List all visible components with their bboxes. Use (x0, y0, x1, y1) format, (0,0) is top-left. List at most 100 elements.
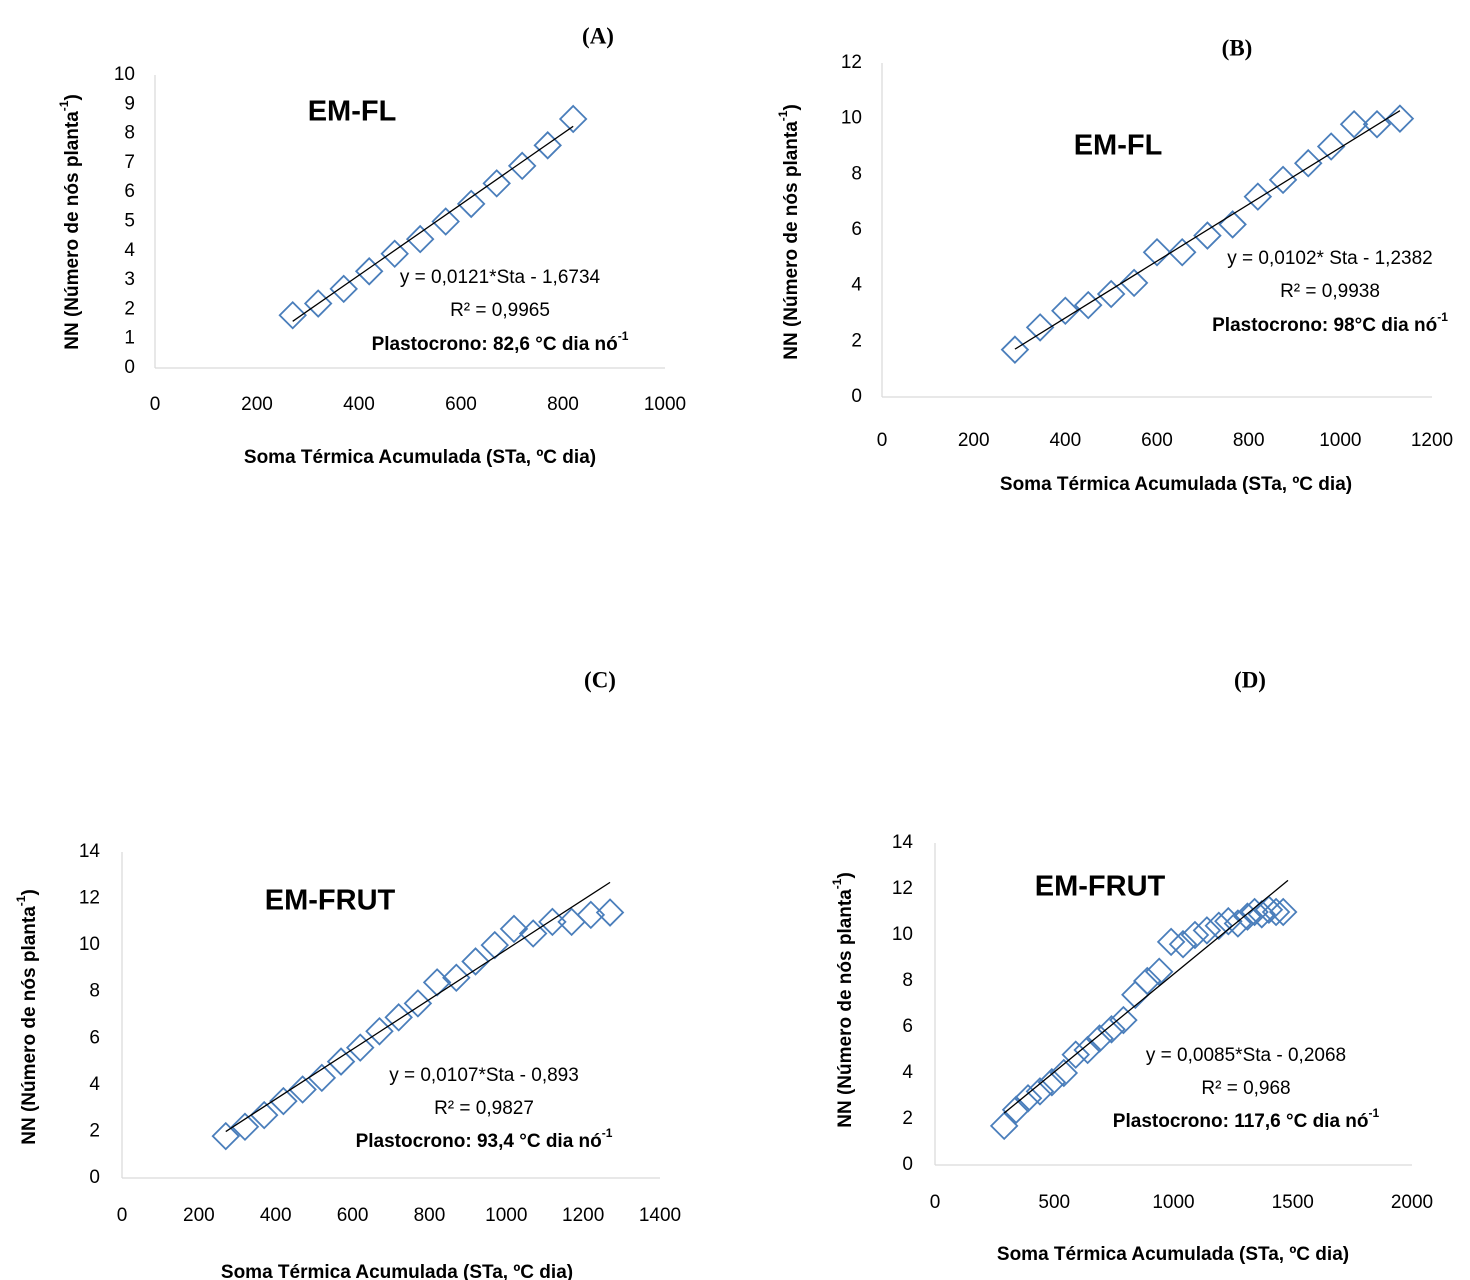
y-tick-label: 6 (851, 219, 862, 240)
y-tick-label: 8 (851, 163, 862, 184)
y-axis-title: NN (Número de nós planta-1) (830, 872, 856, 1128)
panel-label: (C) (584, 667, 616, 692)
data-point (403, 989, 433, 1018)
x-tick-label: 0 (117, 1205, 128, 1226)
x-tick-label: 400 (343, 394, 375, 415)
data-point (1119, 268, 1149, 298)
y-tick-label: 8 (902, 970, 913, 991)
y-tick-label: 14 (892, 832, 914, 853)
trendline (1014, 110, 1401, 350)
y-axis-title: NN (Número de nós planta-1) (57, 94, 83, 350)
y-tick-label: 12 (841, 52, 862, 73)
data-point (1085, 1024, 1114, 1053)
trendline (225, 881, 611, 1133)
trendline (1003, 879, 1289, 1114)
x-tick-label: 2000 (1391, 1192, 1433, 1213)
x-tick-label: 1000 (1152, 1192, 1194, 1213)
x-tick-label: 0 (930, 1192, 941, 1213)
data-point (1013, 1084, 1043, 1113)
data-point (1167, 237, 1197, 267)
data-point (384, 1003, 413, 1032)
x-tick-label: 800 (414, 1205, 446, 1226)
plastocrono-label: Plastocrono: 82,6 °C dia nó-1 (372, 329, 629, 355)
x-axis-title: Soma Térmica Acumulada (STa, ºC dia) (997, 1244, 1349, 1265)
data-point (1385, 104, 1415, 133)
plastocrono-label: Plastocrono: 93,4 °C dia nó-1 (356, 1126, 613, 1152)
y-tick-label: 4 (124, 240, 135, 261)
x-tick-label: 1500 (1272, 1192, 1314, 1213)
y-tick-label: 1 (124, 328, 135, 349)
panel-label: (B) (1222, 35, 1253, 60)
x-tick-label: 1400 (639, 1205, 681, 1226)
data-point (1168, 929, 1198, 959)
data-point (1142, 237, 1172, 267)
panel-b: (B) 0 2 4 6 8 10 12 0 200 400 600 800 1000 1200 Soma Té… (776, 35, 1453, 495)
data-point (422, 968, 452, 997)
panel-c: (C) 0 2 4 6 8 10 12 14 0 200 400 600 800 1000 1200 1400 S… (14, 667, 681, 1280)
data-point (1000, 335, 1030, 364)
x-tick-label: 600 (337, 1205, 369, 1226)
data-point (1049, 1058, 1079, 1088)
x-tick-label: 0 (150, 394, 161, 415)
data-point (456, 189, 486, 219)
x-tick-label: 800 (547, 394, 579, 415)
x-axis-title: Soma Térmica Acumulada (STa, ºC dia) (1000, 474, 1352, 495)
trendline-equation: y = 0,0085*Sta - 0,2068 (1146, 1045, 1346, 1066)
data-point (431, 207, 460, 236)
x-tick-label: 200 (241, 394, 273, 415)
y-tick-label: 8 (89, 981, 100, 1002)
y-tick-label: 9 (124, 93, 135, 114)
y-tick-label: 0 (124, 357, 135, 378)
y-tick-label: 6 (89, 1027, 100, 1048)
y-tick-label: 0 (89, 1167, 100, 1188)
data-point (1037, 1067, 1067, 1097)
r-squared-label: R² = 0,968 (1201, 1078, 1290, 1099)
y-tick-label: 10 (841, 108, 862, 129)
r-squared-label: R² = 0,9965 (450, 300, 550, 321)
data-point (1193, 221, 1222, 250)
data-point (558, 104, 588, 134)
chart-title: EM-FRUT (1035, 871, 1166, 903)
panel-label: (A) (582, 23, 614, 48)
data-point (1243, 182, 1273, 211)
data-point (1096, 279, 1126, 309)
y-tick-label: 8 (124, 123, 135, 144)
data-point (518, 919, 548, 948)
data-point (595, 898, 625, 927)
y-axis-title: NN (Número de nós planta-1) (14, 889, 40, 1145)
data-point (345, 1033, 375, 1062)
data-point (1268, 897, 1298, 927)
data-point (499, 914, 529, 944)
data-point (1025, 313, 1055, 342)
data-point (1192, 916, 1222, 945)
x-tick-label: 600 (445, 394, 477, 415)
x-tick-label: 200 (958, 430, 990, 451)
x-tick-label: 200 (183, 1205, 215, 1226)
y-tick-label: 2 (902, 1108, 913, 1129)
data-point (1223, 909, 1253, 938)
data-point (1261, 897, 1291, 927)
y-tick-label: 10 (114, 64, 135, 85)
data-point (1132, 966, 1162, 996)
data-point (288, 1075, 317, 1104)
data-point (405, 224, 435, 254)
y-tick-label: 6 (902, 1016, 913, 1037)
data-point (1247, 900, 1277, 929)
data-point (1339, 109, 1369, 139)
data-point (269, 1086, 298, 1116)
x-tick-label: 400 (260, 1205, 292, 1226)
trendline-equation: y = 0,0102* Sta - 1,2382 (1227, 248, 1432, 269)
data-point (1293, 148, 1323, 178)
data-point (1061, 1040, 1090, 1069)
y-tick-label: 7 (124, 152, 135, 173)
data-point (326, 1047, 356, 1076)
data-point (211, 1121, 241, 1151)
data-point (249, 1100, 279, 1130)
trendline (292, 125, 574, 322)
panel-d: (D) 0 2 4 6 8 10 12 14 0 500 1000 1500 2000 Soma Térmi… (830, 667, 1433, 1265)
data-point (1144, 957, 1174, 987)
panel-a: (A) 0 1 2 3 4 5 6 7 8 9 10 0 200 400 600 800 1000 Soma Tér… (57, 23, 686, 468)
x-tick-label: 1000 (485, 1205, 527, 1226)
x-tick-label: 1000 (1319, 430, 1361, 451)
y-tick-label: 6 (124, 181, 135, 202)
